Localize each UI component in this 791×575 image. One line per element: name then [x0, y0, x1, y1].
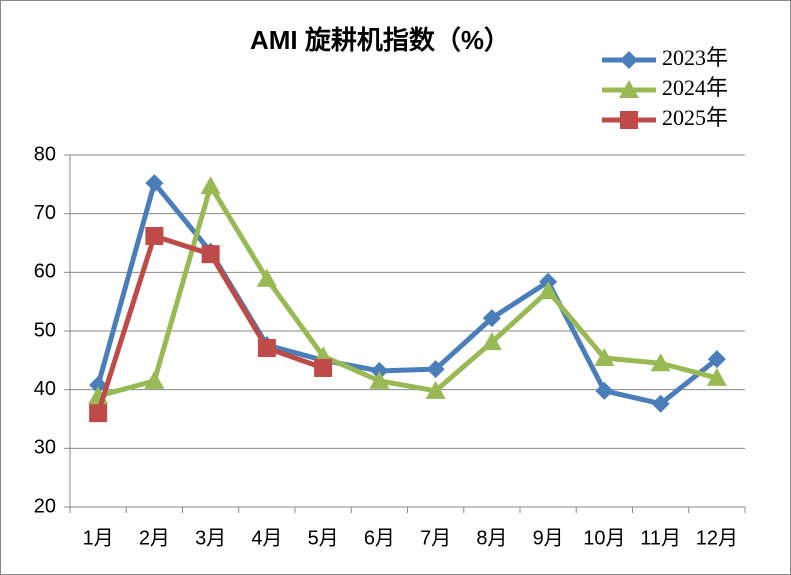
x-tick-label: 9月: [533, 527, 564, 549]
x-tick-label: 7月: [420, 527, 451, 549]
series-line: [95, 180, 719, 407]
data-point: [595, 381, 614, 400]
y-tick-label: 80: [34, 143, 56, 165]
x-tick-label: 4月: [251, 527, 282, 549]
data-point: [426, 360, 445, 379]
x-tick-label: 8月: [476, 527, 507, 549]
data-point: [314, 358, 333, 377]
x-tick-label: 2月: [139, 527, 170, 549]
y-tick-label: 50: [34, 319, 56, 341]
y-tick-label: 60: [34, 261, 56, 283]
data-point: [89, 375, 108, 394]
y-tick-label: 70: [34, 202, 56, 224]
y-tick-label: 20: [34, 495, 56, 517]
data-point: [594, 347, 615, 366]
data-point: [89, 404, 108, 423]
data-point: [425, 380, 446, 399]
data-point: [706, 367, 727, 386]
y-tick-label: 40: [34, 378, 56, 400]
y-tick-label: 30: [34, 437, 56, 459]
data-point: [200, 176, 221, 195]
data-point: [369, 370, 390, 389]
x-tick-label: 5月: [308, 527, 339, 549]
data-point: [707, 350, 726, 369]
legend-marker: [620, 111, 638, 129]
x-tick-label: 6月: [364, 527, 395, 549]
legend-label: 2023年: [662, 45, 728, 70]
legend-label: 2025年: [662, 105, 728, 130]
data-point: [650, 353, 671, 372]
chart-title: AMI 旋耕机指数（%）: [250, 25, 510, 55]
data-point: [256, 268, 277, 287]
data-point: [145, 226, 164, 245]
data-point: [144, 370, 165, 389]
data-point: [651, 394, 670, 413]
legend-marker: [620, 51, 638, 69]
x-tick-label: 10月: [583, 527, 625, 549]
series-line: [97, 183, 718, 399]
x-tick-label: 1月: [83, 527, 114, 549]
legend-marker: [619, 80, 639, 98]
x-tick-label: 3月: [195, 527, 226, 549]
x-tick-label: 11月: [640, 527, 681, 549]
data-point: [482, 309, 501, 328]
data-point: [201, 245, 220, 264]
data-point: [538, 281, 559, 300]
data-point: [481, 332, 502, 351]
x-tick-label: 12月: [696, 527, 738, 549]
legend-label: 2024年: [662, 75, 728, 100]
data-point: [257, 339, 276, 358]
data-point: [145, 174, 164, 193]
